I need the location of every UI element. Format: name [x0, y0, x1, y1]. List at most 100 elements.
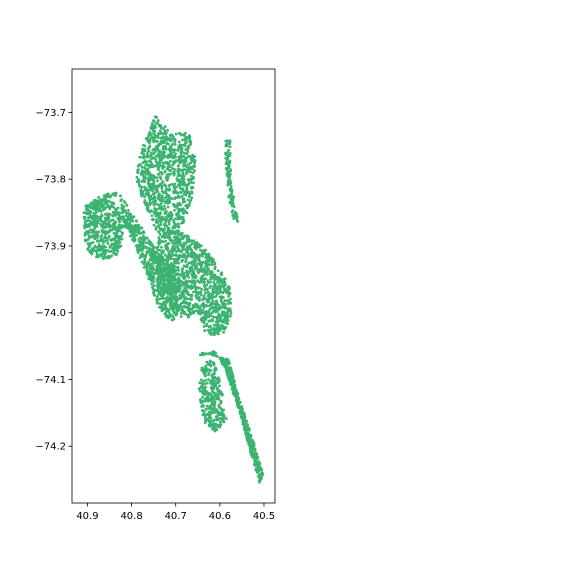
scatter-point	[186, 183, 190, 187]
scatter-point	[179, 168, 183, 172]
scatter-point	[214, 410, 218, 414]
scatter-point	[84, 208, 88, 211]
scatter-point	[166, 226, 170, 230]
scatter-point	[190, 239, 194, 243]
scatter-point	[202, 386, 205, 390]
scatter-point	[207, 378, 210, 381]
scatter-point	[156, 255, 159, 259]
scatter-point	[183, 305, 187, 309]
scatter-point	[96, 248, 100, 251]
scatter-point	[184, 193, 188, 197]
scatter-point	[141, 147, 144, 151]
scatter-point	[159, 177, 163, 181]
scatter-point	[226, 309, 230, 313]
scatter-point	[177, 215, 181, 219]
scatter-point	[216, 269, 220, 273]
scatter-point	[164, 310, 168, 314]
scatter-point	[215, 408, 219, 412]
scatter-point	[217, 410, 220, 414]
scatter-point	[225, 299, 229, 303]
scatter-point	[163, 129, 167, 133]
scatter-point	[254, 452, 257, 455]
scatter-point	[148, 203, 152, 207]
scatter-point	[190, 293, 194, 297]
scatter-point	[185, 187, 189, 191]
scatter-point	[224, 290, 228, 294]
scatter-point	[122, 205, 126, 208]
scatter-point	[201, 413, 205, 417]
scatter-point	[109, 194, 113, 198]
scatter-point	[120, 198, 124, 202]
scatter-point	[220, 359, 224, 363]
scatter-point	[178, 242, 182, 246]
scatter-point	[201, 298, 205, 301]
scatter-point	[129, 234, 132, 238]
scatter-points	[82, 115, 265, 484]
scatter-point	[225, 364, 228, 368]
scatter-point	[224, 283, 227, 287]
scatter-point	[181, 267, 185, 270]
scatter-point	[150, 197, 154, 201]
scatter-point	[182, 143, 186, 147]
scatter-point	[147, 242, 151, 246]
scatter-point	[186, 308, 190, 312]
scatter-point	[211, 361, 215, 364]
scatter-point	[159, 228, 163, 232]
scatter-point	[163, 207, 167, 211]
scatter-point	[157, 195, 160, 199]
scatter-point	[168, 147, 171, 151]
scatter-point	[189, 178, 192, 182]
scatter-point	[186, 290, 190, 294]
scatter-point	[154, 214, 158, 218]
scatter-point	[188, 170, 192, 174]
scatter-point	[128, 227, 132, 231]
scatter-point	[157, 258, 161, 262]
scatter-point	[201, 254, 205, 258]
scatter-point	[179, 311, 183, 315]
scatter-point	[176, 159, 180, 163]
scatter-point	[173, 260, 176, 264]
scatter-point	[228, 369, 232, 373]
scatter-point	[188, 181, 191, 184]
scatter-point	[257, 467, 261, 471]
scatter-point	[139, 163, 142, 166]
x-axis: 40.9 40.8 40.7 40.6 40.5	[76, 503, 275, 522]
scatter-point	[222, 362, 226, 366]
scatter-point	[95, 255, 98, 259]
scatter-point	[201, 301, 205, 305]
scatter-point	[155, 295, 159, 299]
scatter-point	[204, 407, 208, 411]
scatter-point	[193, 304, 196, 308]
scatter-point	[176, 164, 180, 168]
scatter-point	[209, 328, 213, 332]
scatter-point	[148, 247, 152, 251]
scatter-point	[167, 253, 171, 257]
scatter-point	[223, 312, 227, 315]
scatter-point	[164, 313, 168, 317]
scatter-point	[167, 255, 171, 259]
scatter-point	[201, 260, 205, 264]
scatter-point	[204, 259, 208, 263]
scatter-point	[100, 213, 104, 217]
scatter-point	[145, 236, 149, 240]
scatter-point	[161, 132, 165, 136]
scatter-point	[182, 299, 186, 303]
scatter-point	[175, 177, 179, 180]
scatter-point	[171, 230, 175, 234]
scatter-point	[173, 168, 176, 171]
scatter-point	[177, 232, 180, 236]
scatter-point	[187, 195, 191, 199]
scatter-point	[197, 291, 200, 294]
scatter-point	[228, 182, 232, 186]
scatter-point	[215, 397, 218, 401]
scatter-point	[175, 310, 179, 313]
scatter-point	[167, 184, 171, 188]
scatter-point	[142, 266, 146, 269]
scatter-point	[153, 125, 157, 129]
scatter-point	[173, 137, 177, 141]
scatter-point	[156, 190, 160, 193]
scatter-point	[120, 206, 124, 210]
scatter-point	[160, 240, 164, 244]
scatter-point	[173, 197, 176, 201]
